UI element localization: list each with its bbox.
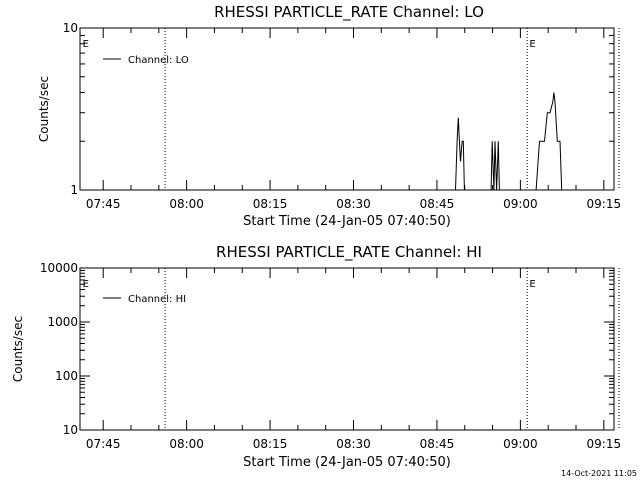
y-tick-label-hi: 100 bbox=[55, 369, 78, 383]
x-ticks-hi: 07:45 08:00 08:15 08:30 08:45 09:00 09:15 bbox=[86, 268, 621, 451]
x-ticks-lo: 07:45 08:00 08:15 08:30 08:45 09:00 09:15 bbox=[86, 28, 621, 211]
y-tick-label-lo: 1 bbox=[70, 183, 78, 197]
x-tick-label-hi: 09:00 bbox=[503, 437, 538, 451]
chart-title-hi: RHESSI PARTICLE_RATE Channel: HI bbox=[216, 243, 482, 262]
panel-hi: RHESSI PARTICLE_RATE Channel: HI Counts/… bbox=[11, 243, 621, 470]
panel-lo: RHESSI PARTICLE_RATE Channel: LO Counts/… bbox=[37, 3, 621, 229]
x-tick-label-hi: 07:45 bbox=[86, 437, 121, 451]
event-marker-lo: E bbox=[529, 39, 535, 50]
legend-hi: Channel: HI bbox=[103, 294, 186, 305]
event-marker-hi: E bbox=[83, 279, 89, 290]
legend-lo: Channel: LO bbox=[103, 55, 189, 66]
event-marker-lo: E bbox=[83, 39, 89, 50]
plot-frame-hi bbox=[79, 267, 615, 431]
x-tick-label-hi: 08:30 bbox=[336, 437, 371, 451]
series-line-lo bbox=[80, 92, 614, 191]
y-tick-label-hi: 10000 bbox=[40, 261, 78, 275]
x-tick-label-hi: 09:15 bbox=[587, 437, 622, 451]
x-axis-label-lo: Start Time (24-Jan-05 07:40:50) bbox=[243, 214, 451, 229]
x-tick-label-hi: 08:45 bbox=[420, 437, 455, 451]
y-tick-label-hi: 10 bbox=[63, 423, 78, 437]
y-tick-label-lo: 10 bbox=[63, 21, 78, 35]
chart-title-lo: RHESSI PARTICLE_RATE Channel: LO bbox=[214, 3, 484, 22]
legend-label-lo: Channel: LO bbox=[128, 55, 189, 66]
plot-frame-lo bbox=[79, 27, 615, 191]
legend-label-hi: Channel: HI bbox=[128, 294, 186, 305]
x-tick-label-lo: 08:15 bbox=[253, 197, 288, 211]
y-tick-label-hi: 1000 bbox=[47, 315, 78, 329]
y-axis-label-lo: Counts/sec bbox=[37, 76, 51, 142]
x-tick-label-lo: 07:45 bbox=[86, 197, 121, 211]
x-tick-label-lo: 08:45 bbox=[420, 197, 455, 211]
x-tick-label-lo: 08:00 bbox=[169, 197, 204, 211]
event-lines-hi bbox=[164, 268, 620, 430]
x-tick-label-lo: 08:30 bbox=[336, 197, 371, 211]
x-axis-label-hi: Start Time (24-Jan-05 07:40:50) bbox=[243, 455, 451, 470]
y-axis-label-hi: Counts/sec bbox=[11, 316, 25, 382]
x-tick-label-hi: 08:00 bbox=[169, 437, 204, 451]
timestamp-label: 14-Oct-2021 11:05 bbox=[561, 469, 637, 478]
x-tick-label-hi: 08:15 bbox=[253, 437, 288, 451]
event-lines-lo bbox=[164, 28, 620, 190]
event-marker-hi: E bbox=[529, 279, 535, 290]
x-tick-label-lo: 09:00 bbox=[503, 197, 538, 211]
y-ticks-hi: 10 100 1000 10000 bbox=[40, 261, 614, 437]
x-tick-label-lo: 09:15 bbox=[587, 197, 622, 211]
